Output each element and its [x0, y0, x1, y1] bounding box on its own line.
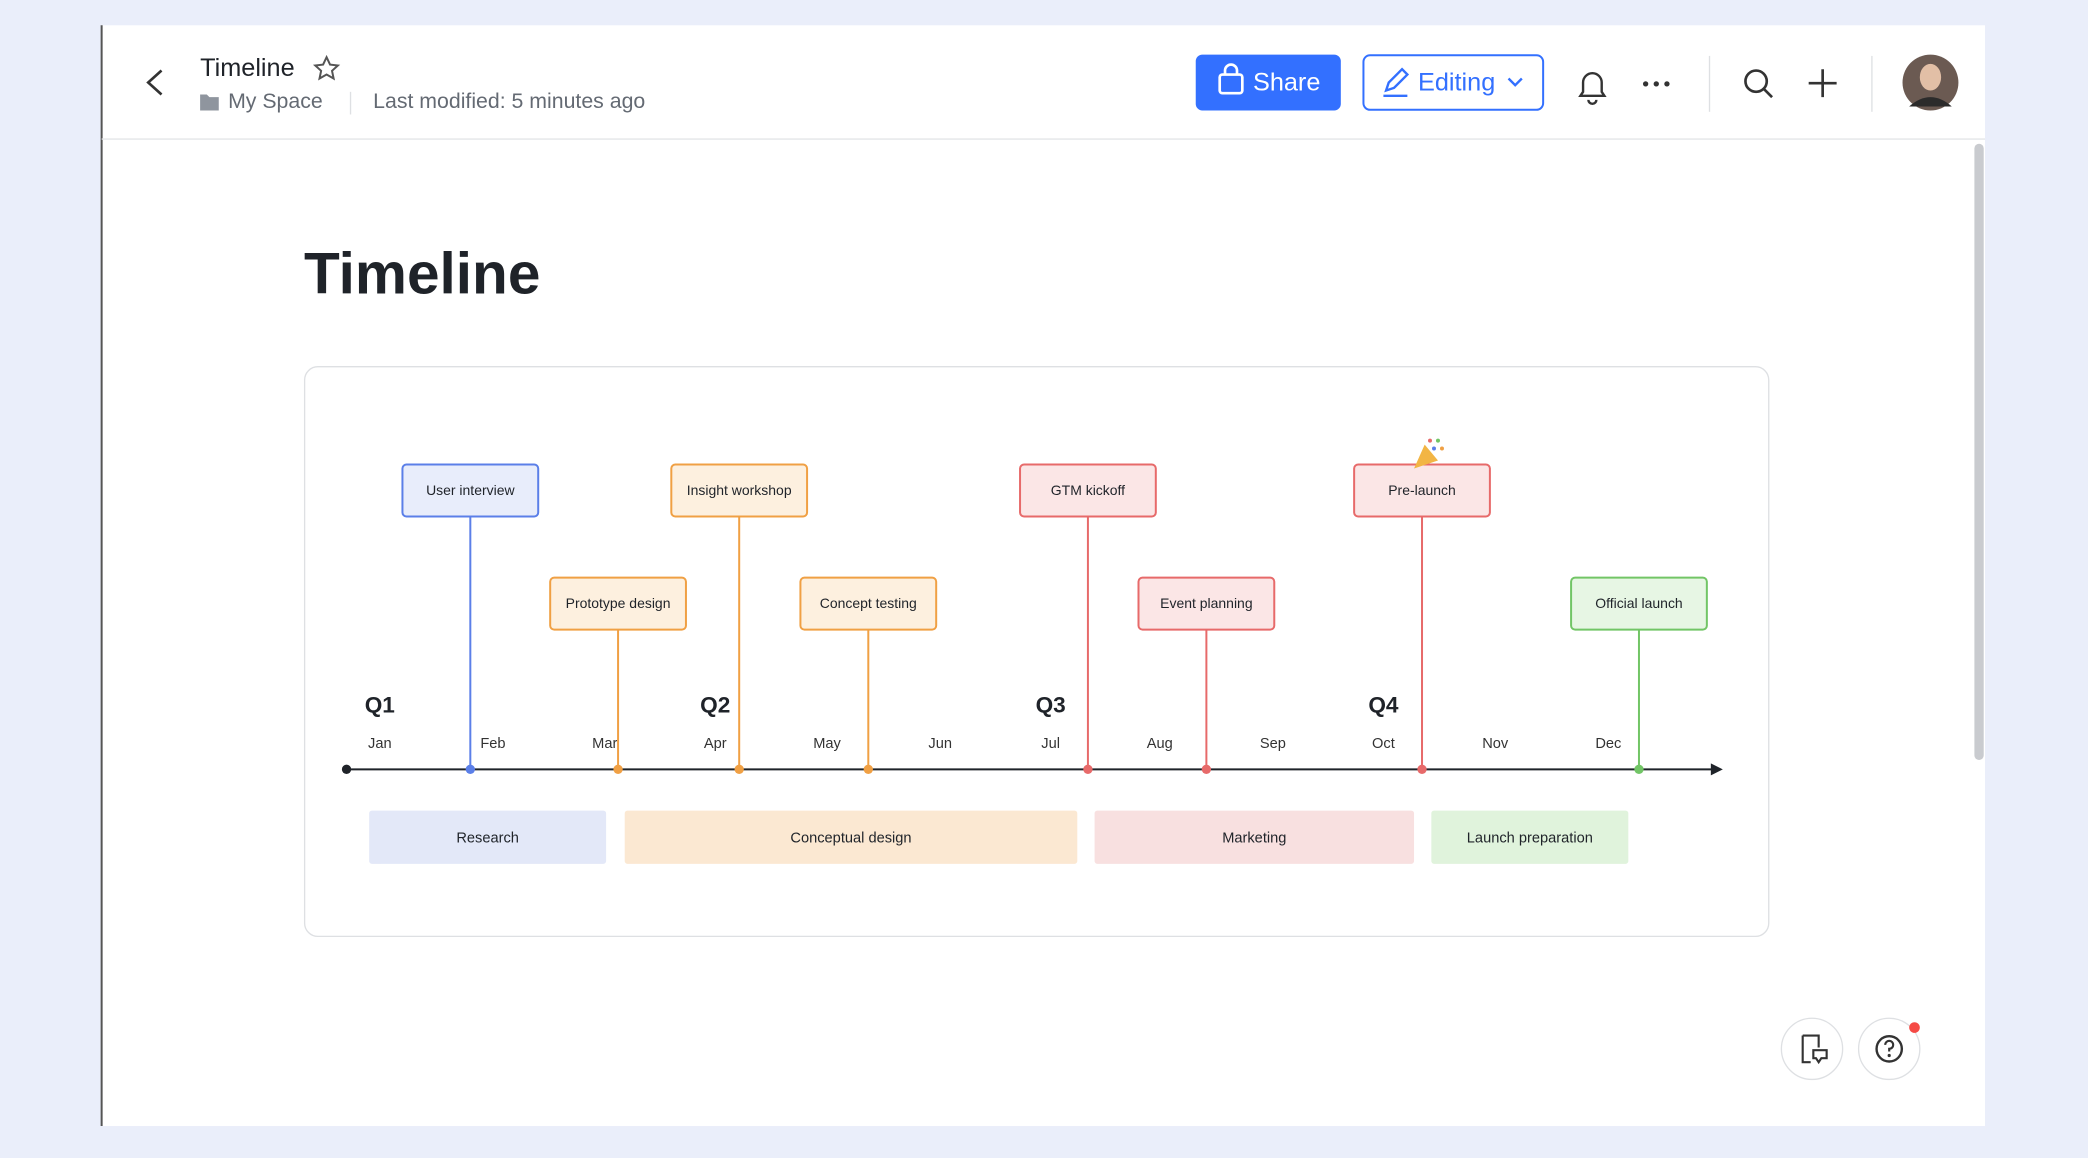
month-label: Aug — [1147, 736, 1173, 752]
milestone-label: Prototype design — [566, 595, 671, 611]
dot — [1642, 81, 1649, 87]
milestone-box — [549, 576, 687, 631]
dot — [1653, 81, 1659, 87]
confetti — [1431, 446, 1436, 451]
phase-label: Marketing — [1222, 830, 1286, 846]
help-icon — [1884, 1039, 1895, 1052]
milestone-label: Concept testing — [820, 595, 917, 611]
month-label: Dec — [1595, 736, 1621, 752]
month-label: Oct — [1372, 736, 1395, 752]
editing-button[interactable]: Editing — [1362, 54, 1545, 111]
chevron — [1507, 77, 1523, 87]
quarter-label: Q1 — [365, 693, 395, 718]
location[interactable]: My Space — [228, 89, 323, 113]
month-label: Mar — [592, 736, 617, 752]
milestone-dot — [734, 764, 744, 774]
milestone-dot — [1201, 764, 1212, 774]
milestone-box — [1019, 463, 1157, 518]
phase-bar — [1094, 810, 1415, 864]
doc-title: Timeline — [200, 54, 295, 82]
favorite-button[interactable] — [312, 54, 341, 81]
quarter-label: Q2 — [700, 693, 730, 718]
milestone-label: Event planning — [1160, 595, 1252, 611]
share-icon — [1223, 63, 1239, 75]
search-icon — [1763, 88, 1774, 99]
milestone-box — [401, 463, 540, 518]
milestone-dot — [1417, 764, 1427, 774]
page-title: Timeline — [304, 242, 540, 307]
month-label: Feb — [480, 736, 505, 752]
outline-icon — [1801, 1034, 1828, 1065]
month-label: Sep — [1260, 736, 1286, 752]
milestone-label: Insight workshop — [687, 482, 792, 498]
avatar[interactable] — [1902, 54, 1959, 111]
phase-label: Launch preparation — [1467, 830, 1593, 846]
share-label: Share — [1253, 69, 1320, 97]
milestone-label: Pre-launch — [1388, 482, 1456, 498]
month-label: Jul — [1041, 736, 1060, 752]
month-label: May — [813, 736, 841, 752]
confetti — [1439, 446, 1444, 451]
editing-bg — [1362, 54, 1545, 111]
badge — [1909, 1022, 1920, 1033]
timeline: Jan Feb Mar Apr May Jun Jul Aug Sep Oct Nov Dec Q1 Q2… — [341, 438, 1723, 864]
help-icon — [1887, 1053, 1891, 1058]
milestone-label: User interview — [426, 482, 515, 498]
phase-bar — [624, 810, 1078, 864]
confetti — [1428, 438, 1432, 443]
milestone-dot — [1083, 764, 1093, 774]
help-button[interactable] — [1857, 1017, 1921, 1081]
milestone-dot — [863, 764, 873, 774]
phase-bar — [1431, 810, 1629, 864]
phase-label: Conceptual design — [790, 830, 911, 846]
outline-bg — [1780, 1017, 1844, 1081]
milestone-label: GTM kickoff — [1051, 482, 1125, 498]
share-icon — [1218, 73, 1244, 95]
month-label: Jun — [928, 736, 952, 752]
month-label: Jan — [368, 736, 392, 752]
milestone-box — [670, 463, 809, 518]
dot — [1664, 81, 1670, 87]
search-icon — [1744, 69, 1769, 94]
milestone-label: Official launch — [1595, 595, 1682, 611]
confetti-icon — [1414, 444, 1438, 469]
phase-label: Research — [456, 830, 519, 846]
avatar-face — [1919, 63, 1942, 91]
quarter-label: Q3 — [1036, 693, 1066, 718]
avatar-shirt — [1909, 97, 1952, 107]
add-button[interactable] — [1808, 69, 1837, 98]
milestone-dot — [465, 764, 475, 774]
last-modified: Last modified: 5 minutes ago — [373, 89, 645, 113]
back-button[interactable] — [146, 69, 163, 96]
axis-arrow — [1710, 763, 1723, 776]
milestone-dot — [1634, 764, 1644, 774]
quarter-label: Q4 — [1368, 693, 1399, 718]
help-icon — [1875, 1035, 1904, 1063]
share-button[interactable]: Share — [1195, 54, 1341, 111]
pen-icon — [1383, 67, 1410, 98]
milestone-dot — [613, 764, 623, 774]
axis-start — [341, 764, 352, 774]
outline-button[interactable] — [1780, 1017, 1844, 1081]
notifications-button[interactable] — [1578, 72, 1607, 105]
share-bg — [1195, 54, 1341, 111]
folder-icon — [200, 94, 219, 111]
phase-bar — [369, 810, 607, 864]
search-button[interactable] — [1744, 69, 1774, 99]
more-button[interactable] — [1642, 81, 1670, 87]
confetti — [1435, 438, 1440, 443]
milestone-box — [1570, 576, 1708, 631]
scrollbar[interactable] — [1974, 143, 1984, 761]
month-label: Apr — [704, 736, 727, 752]
milestone-box — [1137, 576, 1276, 631]
editing-label: Editing — [1418, 69, 1495, 97]
month-label: Nov — [1482, 736, 1509, 752]
milestone-box — [799, 576, 938, 631]
